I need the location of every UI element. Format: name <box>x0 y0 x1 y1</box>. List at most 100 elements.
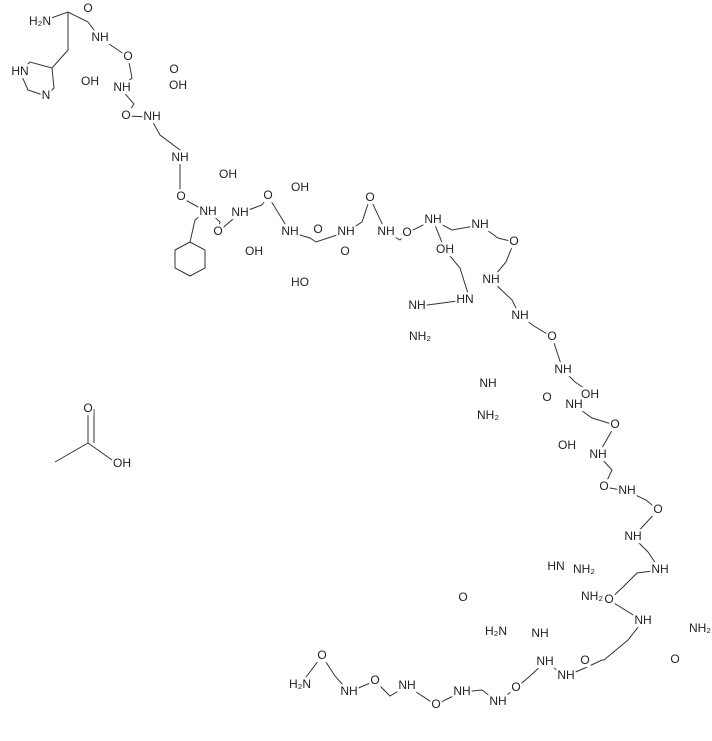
label-bg <box>40 88 52 103</box>
label-bg <box>168 78 188 93</box>
label-bg <box>476 408 501 423</box>
atom-label: O <box>431 697 440 711</box>
atom-label: HN <box>547 559 564 573</box>
label-bg <box>508 234 520 249</box>
atom-label: OH <box>113 456 131 470</box>
label-bg <box>80 74 100 89</box>
atom-label: O <box>653 502 662 516</box>
label-bg <box>564 397 584 412</box>
atom-label: NH <box>231 205 248 219</box>
atom-label: NH <box>479 376 496 390</box>
label-bg <box>122 49 134 64</box>
label-bg <box>579 653 591 668</box>
label-bg <box>541 390 553 405</box>
label-bg <box>290 180 310 195</box>
atom-label: H₂N <box>289 677 311 691</box>
atom-label: O <box>542 390 551 404</box>
atom-label: NH₂ <box>581 589 603 603</box>
label-bg <box>198 204 218 219</box>
label-bg <box>290 275 310 290</box>
label-bg <box>175 189 187 204</box>
atom-label: O <box>511 680 520 694</box>
label-bg <box>688 621 712 636</box>
label-bg <box>556 668 576 683</box>
label-bg <box>168 62 180 77</box>
atom-label: NH <box>565 397 582 411</box>
atom-label: OH <box>581 387 599 401</box>
label-bg <box>430 697 442 712</box>
atom-label: O <box>402 225 411 239</box>
label-bg <box>82 401 94 416</box>
atom-label: OH <box>558 438 576 452</box>
label-bg <box>455 292 475 307</box>
atom-label: O <box>604 592 613 606</box>
atom-label: O <box>340 244 349 258</box>
phenyl-ring <box>174 241 206 277</box>
atom-label: O <box>509 234 518 248</box>
label-bg <box>316 648 328 663</box>
label-bg <box>112 456 132 471</box>
atom-label: OH <box>245 244 263 258</box>
label-bg <box>580 589 605 604</box>
atom-label: HO <box>291 275 309 289</box>
label-bg <box>288 677 312 692</box>
atom-label: NH <box>536 654 553 668</box>
label-bg <box>609 417 621 432</box>
label-bg <box>457 590 469 605</box>
atom-label: NH <box>651 562 668 576</box>
label-bg <box>401 225 413 240</box>
label-bg <box>218 167 238 182</box>
atom-label: NH <box>511 308 528 322</box>
label-bg <box>336 224 356 239</box>
atom-label: O <box>599 479 608 493</box>
label-bg <box>423 212 443 227</box>
atom-label: O <box>121 108 130 122</box>
atom-label: NH₂ <box>477 408 499 422</box>
label-bg <box>588 447 608 462</box>
atom-label: NH <box>557 668 574 682</box>
label-bg <box>212 224 224 239</box>
atom-label: N <box>42 88 51 102</box>
label-bg <box>488 694 508 709</box>
label-bg <box>120 108 132 123</box>
label-bg <box>580 387 600 402</box>
atom-label: O <box>370 673 379 687</box>
label-bg <box>572 562 597 577</box>
atom-label: NH <box>624 529 641 543</box>
label-bg <box>407 298 427 313</box>
label-bg <box>623 529 643 544</box>
imidazole-ring <box>19 61 55 97</box>
atom-label: NH <box>113 80 130 94</box>
atom-label: OH <box>436 242 454 256</box>
atom-label: OH <box>219 167 237 181</box>
acetic-acid <box>87 442 113 461</box>
atom-label: NH <box>489 694 506 708</box>
label-bg <box>478 376 498 391</box>
label-bg <box>82 1 94 16</box>
atom-label: O <box>213 224 222 238</box>
atom-label: NH <box>471 217 488 231</box>
atom-label: O <box>547 329 556 343</box>
atom-label: O <box>263 188 272 202</box>
atom-label: O <box>83 1 92 15</box>
atom-label: NH <box>589 447 606 461</box>
atom-label: NH <box>618 483 635 497</box>
label-bg <box>230 205 250 220</box>
label-bg <box>435 242 455 257</box>
atom-label: NH <box>340 684 357 698</box>
label-bg <box>546 329 558 344</box>
atom-label: O <box>670 652 679 666</box>
atom-label: NH <box>424 212 441 226</box>
atom-label: O <box>169 62 178 76</box>
atom-label: H₂N <box>485 624 507 638</box>
label-bg <box>484 624 508 639</box>
label-bg <box>546 559 566 574</box>
atom-label: NH <box>199 204 216 218</box>
label-bg <box>598 479 610 494</box>
label-bg <box>397 678 417 693</box>
atom-label: OH <box>81 74 99 88</box>
atom-label: NH <box>634 613 651 627</box>
atom-label: O <box>580 653 589 667</box>
atom-label: OH <box>291 180 309 194</box>
label-bg <box>553 362 573 377</box>
